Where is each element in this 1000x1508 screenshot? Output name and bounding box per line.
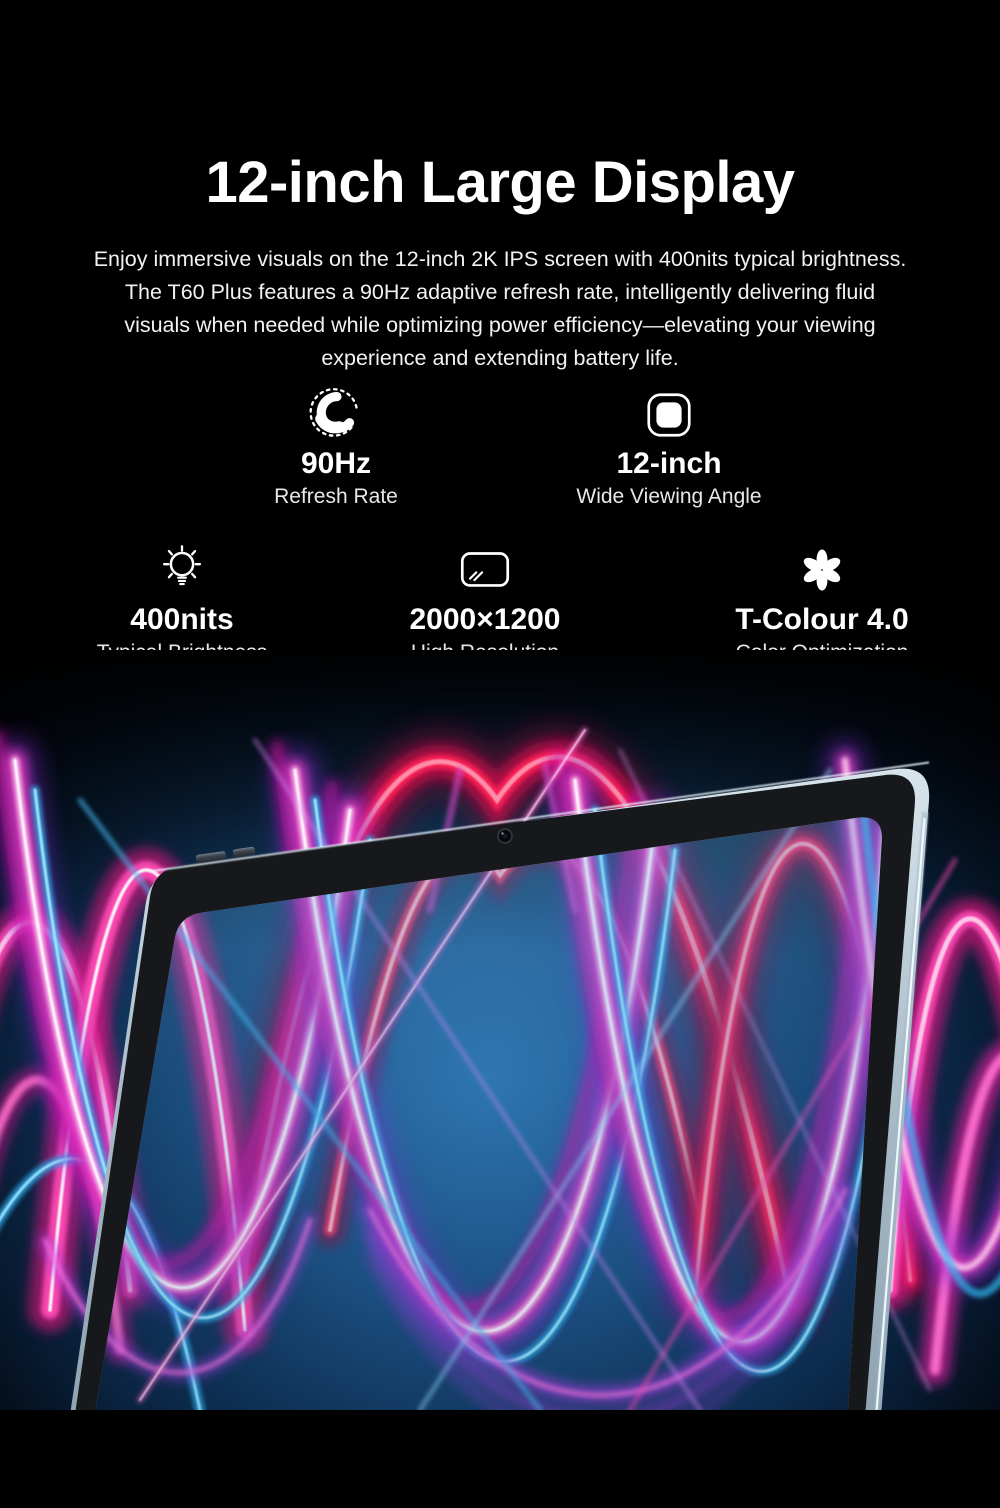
screen-resolution-icon xyxy=(335,538,635,598)
feature-label: Wide Viewing Angle xyxy=(576,485,762,508)
feature-label: Refresh Rate xyxy=(274,485,398,508)
volume-buttons xyxy=(195,846,256,863)
feature-color-optimization: T-Colour 4.0 Color Optimization xyxy=(672,538,972,665)
feature-value: 400nits xyxy=(130,603,234,636)
tablet-screen-glow xyxy=(95,817,882,1410)
feature-refresh-rate: 90Hz Refresh Rate xyxy=(186,382,486,509)
feature-brightness: 400nits Typical Brightness xyxy=(32,538,332,665)
feature-value: 2000×1200 xyxy=(409,603,561,636)
refresh-rate-dial-icon xyxy=(186,382,486,442)
description-paragraph: Enjoy immersive visuals on the 12-inch 2… xyxy=(93,246,907,370)
front-camera-dot xyxy=(497,828,513,844)
feature-value: T-Colour 4.0 xyxy=(735,603,909,636)
tablet-hero-image xyxy=(0,650,1000,1410)
feature-value: 12-inch xyxy=(616,447,722,480)
feature-value: 90Hz xyxy=(300,447,372,480)
tablet-frame xyxy=(70,761,930,1410)
feature-wide-viewing-angle: 12-inch Wide Viewing Angle xyxy=(519,382,819,509)
color-flower-icon xyxy=(672,538,972,598)
display-square-icon xyxy=(519,382,819,442)
brightness-bulb-icon xyxy=(32,538,332,598)
page-title: 12-inch Large Display xyxy=(205,149,795,215)
feature-resolution: 2000×1200 High Resolution xyxy=(335,538,635,665)
